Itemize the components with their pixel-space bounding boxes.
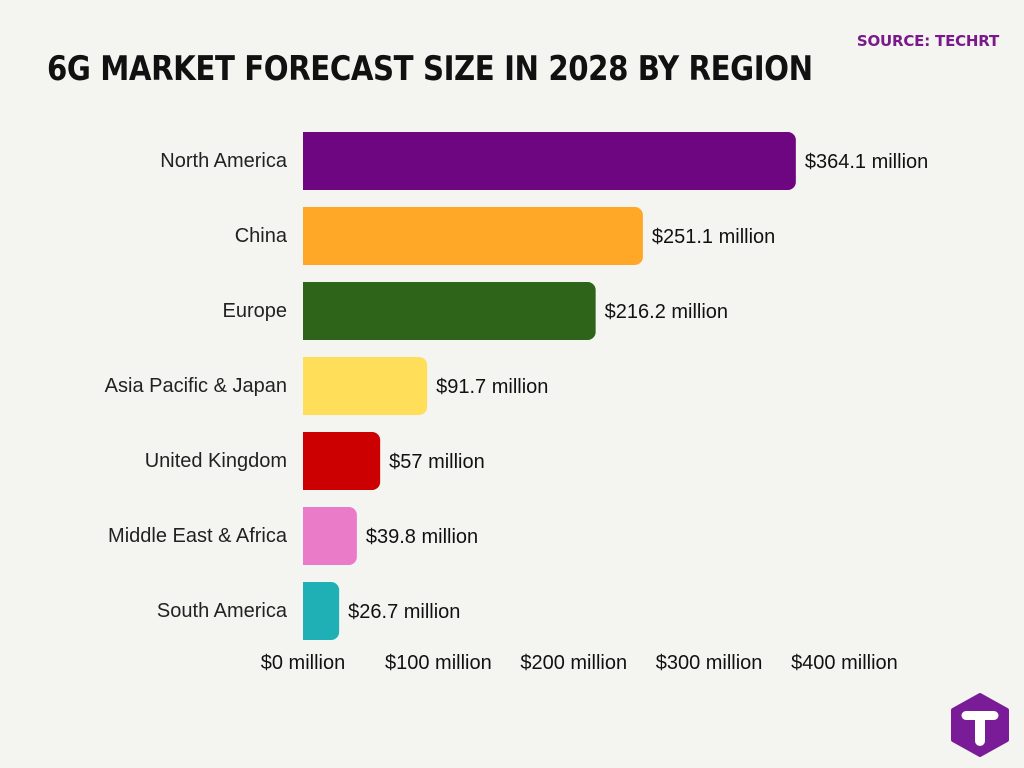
bar-chart: North America $364.1 million China $251.1 m… [105, 132, 928, 674]
bar [303, 432, 381, 490]
value-label: $26.7 million [348, 601, 460, 623]
bar [303, 282, 596, 340]
chart-title: 6G MARKET FORECAST SIZE IN 2028 BY REGIO… [47, 49, 813, 89]
x-tick-label: $300 million [656, 652, 763, 674]
x-tick-label: $400 million [791, 652, 898, 674]
value-label: $251.1 million [652, 226, 775, 248]
value-label: $364.1 million [805, 151, 928, 173]
x-tick-label: $0 million [261, 652, 345, 674]
value-label: $57 million [389, 451, 485, 473]
x-tick-label: $100 million [385, 652, 492, 674]
bar [303, 132, 796, 190]
category-label: Middle East & Africa [108, 525, 288, 547]
category-label: United Kingdom [145, 450, 287, 472]
category-label: North America [160, 150, 288, 172]
category-label: South America [157, 600, 288, 622]
bar [303, 582, 340, 640]
techrt-logo-icon [951, 693, 1009, 757]
bar [303, 357, 428, 415]
value-label: $39.8 million [366, 526, 478, 548]
category-label: China [235, 225, 288, 247]
category-label: Asia Pacific & Japan [105, 375, 287, 397]
bar [303, 507, 357, 565]
value-label: $216.2 million [605, 301, 728, 323]
value-label: $91.7 million [436, 376, 548, 398]
bar [303, 207, 643, 265]
source-label: SOURCE: TECHRT [856, 32, 999, 50]
category-label: Europe [223, 300, 288, 322]
x-tick-label: $200 million [520, 652, 627, 674]
